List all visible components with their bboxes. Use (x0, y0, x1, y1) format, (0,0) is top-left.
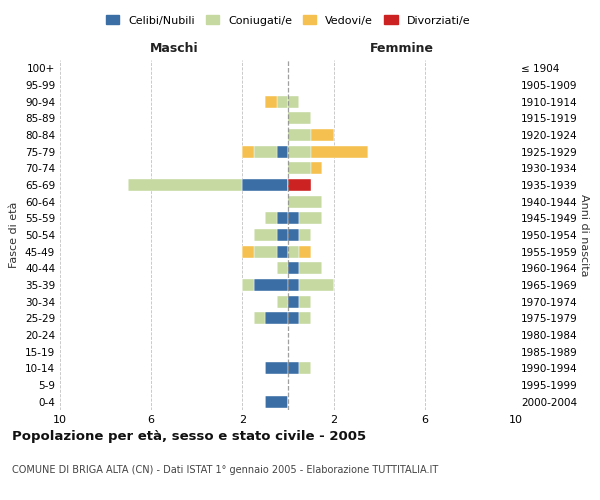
Bar (277, 246, 288, 258)
Bar (311, 129, 334, 141)
Bar (288, 362, 299, 374)
Bar (288, 279, 299, 291)
Bar (299, 312, 311, 324)
Bar (288, 262, 299, 274)
Bar (265, 396, 288, 407)
Bar (299, 246, 311, 258)
Bar (254, 279, 288, 291)
Bar (299, 362, 311, 374)
Bar (288, 146, 311, 158)
Bar (288, 312, 299, 324)
Bar (277, 229, 288, 241)
Bar (277, 296, 288, 308)
Bar (242, 146, 254, 158)
Y-axis label: Fasce di età: Fasce di età (10, 202, 19, 268)
Bar (128, 179, 242, 191)
Bar (288, 246, 299, 258)
Legend: Celibi/Nubili, Coniugati/e, Vedovi/e, Divorziati/e: Celibi/Nubili, Coniugati/e, Vedovi/e, Di… (101, 10, 475, 30)
Bar (242, 179, 288, 191)
Bar (288, 129, 311, 141)
Text: Maschi: Maschi (149, 42, 199, 55)
Bar (277, 96, 288, 108)
Bar (299, 262, 322, 274)
Bar (288, 179, 311, 191)
Bar (311, 146, 368, 158)
Bar (288, 212, 299, 224)
Bar (288, 296, 299, 308)
Bar (288, 229, 299, 241)
Bar (254, 229, 277, 241)
Bar (288, 112, 311, 124)
Bar (265, 212, 277, 224)
Bar (277, 212, 288, 224)
Y-axis label: Anni di nascita: Anni di nascita (579, 194, 589, 276)
Bar (277, 262, 288, 274)
Bar (265, 362, 288, 374)
Bar (299, 212, 322, 224)
Bar (288, 162, 311, 174)
Bar (311, 162, 322, 174)
Bar (288, 96, 299, 108)
Bar (299, 296, 311, 308)
Bar (299, 229, 311, 241)
Bar (242, 246, 254, 258)
Bar (242, 279, 254, 291)
Bar (254, 246, 277, 258)
Bar (254, 312, 265, 324)
Bar (265, 96, 277, 108)
Bar (277, 146, 288, 158)
Bar (299, 279, 334, 291)
Text: Popolazione per età, sesso e stato civile - 2005: Popolazione per età, sesso e stato civil… (12, 430, 366, 443)
Text: Femmine: Femmine (370, 42, 434, 55)
Bar (254, 146, 277, 158)
Bar (265, 312, 288, 324)
Text: COMUNE DI BRIGA ALTA (CN) - Dati ISTAT 1° gennaio 2005 - Elaborazione TUTTITALIA: COMUNE DI BRIGA ALTA (CN) - Dati ISTAT 1… (12, 465, 438, 475)
Bar (288, 196, 322, 207)
